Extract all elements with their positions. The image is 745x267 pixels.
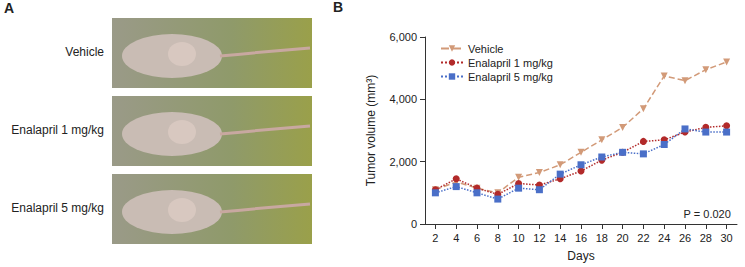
- svg-text:20: 20: [616, 232, 628, 244]
- svg-text:10: 10: [512, 232, 524, 244]
- svg-text:18: 18: [596, 232, 608, 244]
- svg-text:6: 6: [474, 232, 480, 244]
- svg-text:24: 24: [658, 232, 670, 244]
- svg-text:4: 4: [453, 232, 459, 244]
- svg-text:2,000: 2,000: [389, 156, 417, 168]
- svg-text:4,000: 4,000: [389, 93, 417, 105]
- svg-text:Vehicle: Vehicle: [468, 43, 503, 55]
- svg-text:0: 0: [411, 218, 417, 230]
- svg-text:Enalapril 5 mg/kg: Enalapril 5 mg/kg: [468, 71, 553, 83]
- svg-text:2: 2: [432, 232, 438, 244]
- html-text:Vehicle: Vehicle: [65, 45, 104, 59]
- svg-text:Tumor volume (mm³): Tumor volume (mm³): [364, 75, 378, 187]
- html-text:Enalapril 5 mg/kg: Enalapril 5 mg/kg: [11, 201, 104, 215]
- html-text:Enalapril 1 mg/kg: Enalapril 1 mg/kg: [11, 123, 104, 137]
- svg-text:P = 0.020: P = 0.020: [684, 208, 731, 220]
- svg-text:30: 30: [720, 232, 732, 244]
- svg-text:8: 8: [495, 232, 501, 244]
- svg-text:28: 28: [700, 232, 712, 244]
- svg-text:22: 22: [637, 232, 649, 244]
- svg-text:14: 14: [554, 232, 566, 244]
- html-text:A: A: [4, 0, 15, 16]
- svg-text:12: 12: [533, 232, 545, 244]
- svg-text:Enalapril 1 mg/kg: Enalapril 1 mg/kg: [468, 57, 553, 69]
- svg-text:16: 16: [575, 232, 587, 244]
- svg-text:B: B: [333, 0, 343, 15]
- svg-text:6,000: 6,000: [389, 31, 417, 43]
- svg-text:26: 26: [679, 232, 691, 244]
- svg-text:Days: Days: [567, 249, 594, 263]
